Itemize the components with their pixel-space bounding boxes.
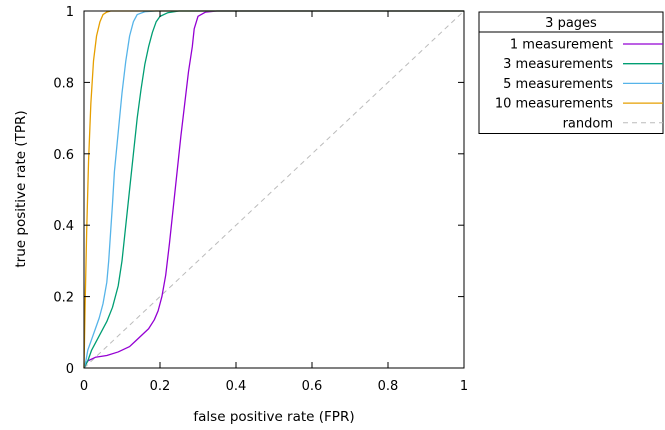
y-tick-label: 0	[66, 362, 74, 377]
y-tick-label: 0.6	[53, 148, 74, 163]
x-tick-label: 0.8	[378, 379, 399, 394]
legend-label: 5 measurements	[503, 77, 613, 92]
series-line-random	[83, 10, 465, 369]
x-tick-label: 0	[80, 379, 88, 394]
series-line-1-measurement	[83, 10, 464, 369]
x-axis-title: false positive rate (FPR)	[193, 409, 354, 425]
plot-frame	[83, 10, 465, 369]
x-tick-label: 0.4	[226, 379, 247, 394]
legend-label: 3 measurements	[503, 57, 613, 72]
series-layer	[83, 10, 465, 369]
y-axis-title: true positive rate (TPR)	[13, 110, 29, 267]
x-tick-label: 0.6	[302, 379, 323, 394]
y-tick-label: 0.8	[53, 76, 74, 91]
legend-label: 10 measurements	[495, 97, 613, 112]
series-line-10-measurements	[83, 10, 464, 369]
y-tick-label: 0.4	[53, 219, 74, 234]
series-line-5-measurements	[83, 10, 464, 369]
legend: 3 pages 1 measurement 3 measurements 5 meas…	[478, 11, 664, 134]
legend-label: random	[563, 116, 613, 131]
y-tick-label: 1	[66, 5, 74, 20]
series-line-3-measurements	[83, 10, 464, 369]
x-tick-label: 1	[460, 379, 468, 394]
legend-label: 1 measurement	[510, 38, 613, 53]
y-tick-label: 0.2	[53, 291, 74, 306]
legend-title: 3 pages	[545, 16, 597, 31]
axes-layer: 0 0.2 0.4 0.6 0.8 1 0 0.2 0.4 0.6 0.8 1	[53, 5, 468, 394]
x-tick-label: 0.2	[150, 379, 171, 394]
